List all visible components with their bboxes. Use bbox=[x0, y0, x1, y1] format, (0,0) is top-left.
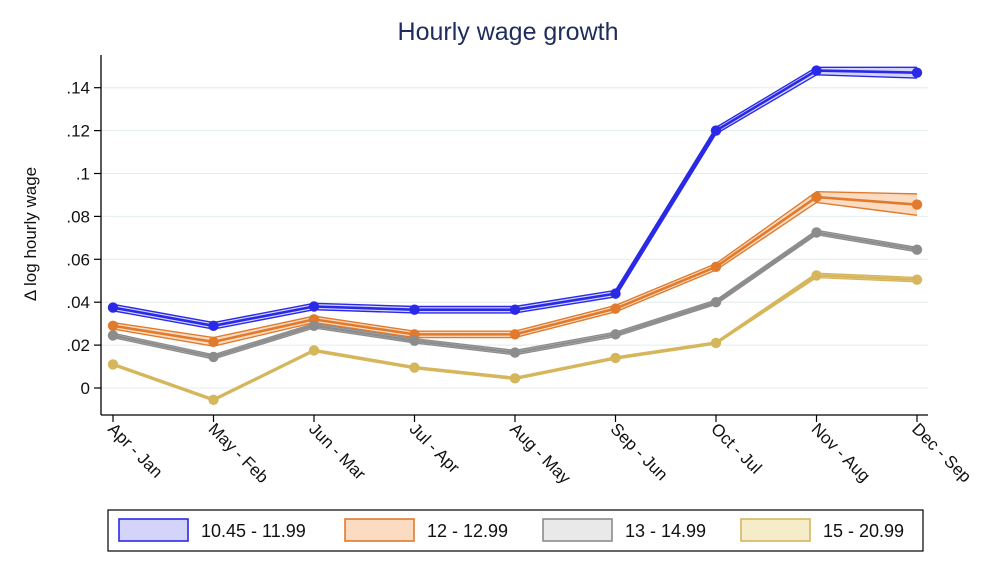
x-tick-label: Jun - Mar bbox=[305, 419, 369, 483]
x-tick-label: May - Feb bbox=[205, 419, 273, 487]
data-point bbox=[509, 373, 521, 384]
y-tick-label: .14 bbox=[66, 79, 90, 98]
data-point bbox=[308, 301, 320, 312]
data-point bbox=[107, 330, 119, 341]
data-point bbox=[107, 320, 119, 331]
series-4 bbox=[107, 270, 923, 405]
data-point bbox=[409, 335, 420, 347]
data-point bbox=[911, 244, 923, 255]
legend-label: 12 - 12.99 bbox=[427, 521, 508, 541]
data-point bbox=[710, 125, 722, 136]
y-tick-label: .1 bbox=[76, 165, 90, 184]
data-point bbox=[208, 320, 219, 331]
data-point bbox=[610, 352, 621, 364]
legend-label: 13 - 14.99 bbox=[625, 521, 706, 541]
x-tick-label: Jul - Apr bbox=[406, 419, 464, 477]
legend-swatch bbox=[344, 518, 415, 542]
data-point bbox=[911, 199, 923, 210]
data-point bbox=[409, 362, 420, 373]
x-tick-label: Aug - May bbox=[506, 419, 575, 488]
y-axis-label: Δ log hourly wage bbox=[21, 167, 40, 301]
y-tick-label: .02 bbox=[66, 336, 90, 355]
legend-swatch bbox=[740, 518, 811, 542]
x-tick-label: Dec - Sep bbox=[908, 419, 975, 486]
data-point bbox=[911, 274, 923, 285]
data-point bbox=[308, 345, 320, 356]
y-tick-label: .06 bbox=[66, 250, 90, 269]
data-point bbox=[811, 65, 822, 76]
legend-item: 12 - 12.99 bbox=[344, 518, 508, 542]
y-tick-label: .04 bbox=[66, 293, 90, 312]
y-tick-label: .08 bbox=[66, 207, 90, 226]
data-point bbox=[811, 270, 822, 281]
axes bbox=[100, 55, 928, 416]
data-point bbox=[208, 351, 219, 363]
data-point bbox=[509, 329, 521, 340]
legend-swatch bbox=[542, 518, 613, 542]
legend-item: 13 - 14.99 bbox=[542, 518, 706, 542]
chart-title: Hourly wage growth bbox=[398, 18, 619, 46]
y-tick-label: .12 bbox=[66, 122, 90, 141]
data-point bbox=[208, 394, 219, 405]
data-point bbox=[610, 329, 621, 340]
data-point bbox=[811, 227, 822, 238]
data-point bbox=[610, 303, 621, 314]
data-point bbox=[107, 302, 119, 313]
data-point bbox=[710, 261, 722, 273]
y-ticks: 0 .02 .04 .06 .08 .1 .12 .14 bbox=[66, 79, 101, 398]
series-1 bbox=[107, 65, 923, 331]
legend-label: 10.45 - 11.99 bbox=[201, 521, 306, 541]
y-tick-label: 0 bbox=[81, 379, 90, 398]
legend-swatch bbox=[118, 518, 189, 542]
legend-item: 10.45 - 11.99 bbox=[118, 518, 306, 542]
data-point bbox=[208, 336, 219, 348]
data-point bbox=[509, 304, 521, 315]
data-point bbox=[610, 288, 621, 299]
legend-label: 15 - 20.99 bbox=[823, 521, 904, 541]
data-point bbox=[509, 347, 521, 358]
series-3 bbox=[107, 227, 923, 363]
x-tick-label: Sep - Jun bbox=[607, 419, 672, 484]
data-point bbox=[409, 304, 420, 315]
data-point bbox=[107, 359, 119, 370]
data-point bbox=[811, 191, 822, 203]
legend-item: 15 - 20.99 bbox=[740, 518, 904, 542]
x-tick-label: Oct - Jul bbox=[707, 419, 765, 477]
legend: 10.45 - 11.99 12 - 12.99 13 - 14.99 15 - 20… bbox=[107, 509, 924, 552]
data-point bbox=[710, 337, 722, 349]
gridlines bbox=[101, 87, 928, 389]
data-point bbox=[710, 297, 722, 308]
x-tick-label: Apr - Jan bbox=[104, 419, 166, 481]
data-point bbox=[911, 67, 923, 78]
x-tick-label: Nov - Aug bbox=[808, 419, 874, 485]
x-ticks: Apr - Jan May - Feb Jun - Mar Jul - Apr Aug … bbox=[104, 415, 975, 488]
band-upper-edge bbox=[112, 66, 917, 324]
data-point bbox=[308, 320, 320, 331]
series-layer bbox=[107, 65, 923, 405]
